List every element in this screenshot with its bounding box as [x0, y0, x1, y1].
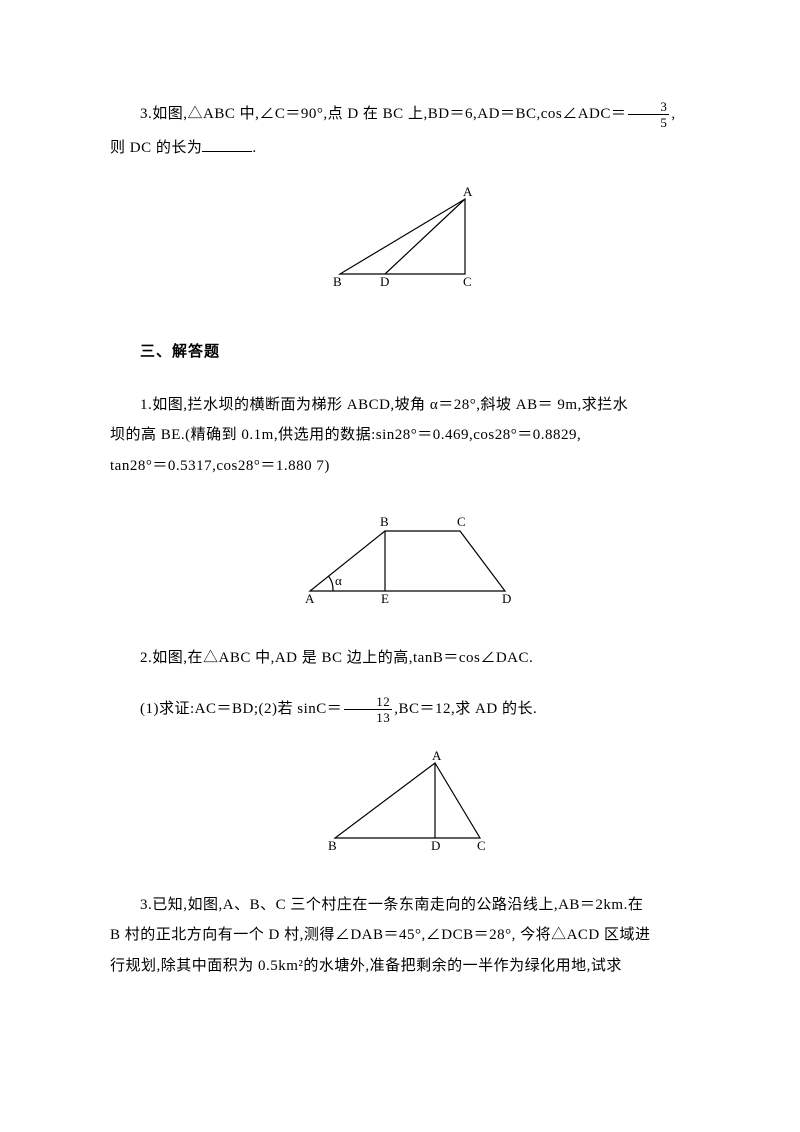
label-d2: D [502, 591, 511, 606]
blank-answer [202, 151, 252, 152]
solve-q3-line3: 行规划,除其中面积为 0.5km²的水塘外,准备把剩余的一半作为绿化用地,试求 [110, 955, 710, 978]
label-c3: C [477, 838, 486, 853]
label-c2: C [457, 514, 466, 529]
fill-in-question-3-line2: 则 DC 的长为. [110, 137, 710, 160]
section-heading-3: 三、解答题 [110, 341, 710, 364]
label-c: C [463, 274, 472, 289]
label-e2: E [381, 591, 389, 606]
solve-q3-line2: B 村的正北方向有一个 D 村,测得∠DAB＝45°,∠DCB＝28°, 今将△… [110, 924, 710, 947]
q2-3-tail2: . [252, 140, 256, 156]
solve-q1-line3: tan28°＝0.5317,cos28°＝1.880 7) [110, 455, 710, 478]
label-a3: A [432, 748, 442, 763]
figure-triangle-abc-altitude: A B D C [110, 748, 710, 866]
label-a: A [463, 184, 473, 199]
label-b: B [333, 274, 342, 289]
label-d: D [380, 274, 389, 289]
figure-trapezoid-abcd: A B C D E α [110, 501, 710, 619]
solve-q1-line2: 坝的高 BE.(精确到 0.1m,供选用的数据:sin28°＝0.469,cos… [110, 424, 710, 447]
figure-triangle-abc-d: A B D C [110, 184, 710, 302]
fraction-3-5: 35 [628, 100, 669, 129]
fraction-12-13: 1213 [344, 695, 392, 724]
solve-q2-line1: 2.如图,在△ABC 中,AD 是 BC 边上的高,tanB＝cos∠DAC. [110, 647, 710, 670]
q2-3-line2: 则 DC 的长为 [110, 140, 202, 156]
solve-q2-line2b: ,BC＝12,求 AD 的长. [394, 701, 537, 717]
label-b3: B [328, 838, 337, 853]
solve-q2-line2: (1)求证:AC＝BD;(2)若 sinC＝1213,BC＝12,求 AD 的长… [110, 695, 710, 724]
solve-q3-line1: 3.已知,如图,A、B、C 三个村庄在一条东南走向的公路沿线上,AB＝2km.在 [110, 894, 710, 917]
label-alpha: α [335, 573, 342, 588]
label-b2: B [380, 514, 389, 529]
q2-3-text-pre: 3.如图,△ABC 中,∠C＝90°,点 D 在 BC 上,BD＝6,AD＝BC… [140, 106, 626, 122]
fill-in-question-3: 3.如图,△ABC 中,∠C＝90°,点 D 在 BC 上,BD＝6,AD＝BC… [110, 100, 710, 129]
solve-q1-line1: 1.如图,拦水坝的横断面为梯形 ABCD,坡角 α＝28°,斜坡 AB＝ 9m,… [110, 394, 710, 417]
solve-q2-line2a: (1)求证:AC＝BD;(2)若 sinC＝ [140, 701, 342, 717]
label-a2: A [305, 591, 315, 606]
label-d3: D [431, 838, 440, 853]
q2-3-tail1: , [671, 106, 675, 122]
